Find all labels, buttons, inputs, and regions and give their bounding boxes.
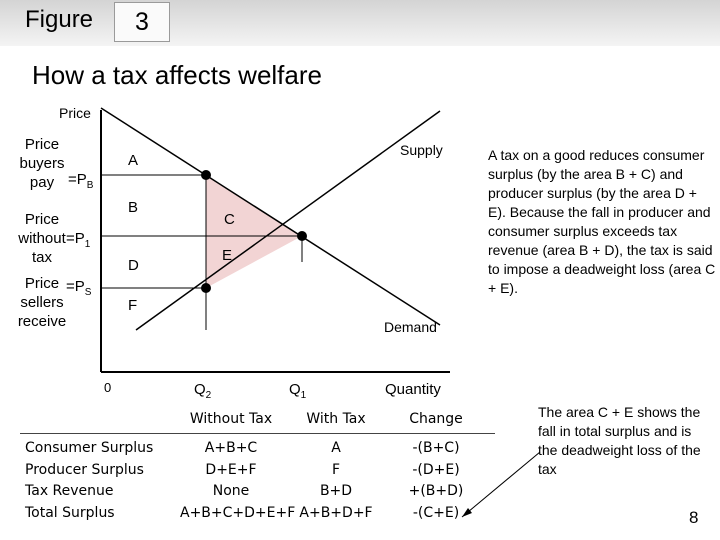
area-c-label: C — [224, 211, 235, 228]
area-f-label: F — [128, 297, 137, 314]
pb-label: =PB — [68, 171, 94, 191]
row-label: Consumer Surplus — [25, 440, 154, 456]
origin-label: 0 — [104, 380, 112, 395]
table-row: Tax Revenue None B+D +(B+D) — [25, 483, 500, 505]
cell-with: A — [331, 440, 341, 456]
cell-without: D+E+F — [205, 461, 257, 478]
cell-with: A+B+D+F — [299, 504, 373, 521]
price-sellers-receive-text: Price sellers receive — [17, 275, 67, 330]
col-header-without-tax: Without Tax — [189, 411, 273, 427]
buyers-point — [201, 170, 211, 180]
table-row: Producer Surplus D+E+F F -(D+E) — [25, 462, 500, 484]
cell-without: A+B+C — [204, 440, 258, 456]
col-header-change: Change — [409, 411, 463, 427]
cell-without: A+B+C+D+E+F — [180, 504, 296, 521]
area-a-label: A — [128, 152, 138, 169]
callout-text: The area C + E shows the fall in total s… — [538, 404, 701, 477]
cell-change: +(B+D) — [408, 483, 464, 500]
figure-number-box: 3 — [114, 2, 170, 42]
demand-label: Demand — [384, 319, 437, 335]
price-without-tax-text: Price without tax — [18, 211, 66, 266]
ps-label: =PS — [66, 278, 92, 298]
x-axis-label: Quantity — [385, 381, 441, 398]
q2-label: Q2 — [194, 381, 212, 401]
page-number: 8 — [689, 508, 699, 527]
figure-word: Figure — [25, 6, 94, 33]
cell-without: None — [212, 483, 250, 500]
p1-label: =P1 — [66, 230, 91, 250]
cell-change: -(B+C) — [412, 440, 460, 456]
area-e-label: E — [222, 247, 232, 264]
price-buyers-pay-text: Price buyers pay — [19, 136, 65, 191]
supply-curve — [135, 110, 441, 331]
area-b-label: B — [128, 199, 138, 216]
cell-change: -(D+E) — [412, 461, 460, 478]
page-title: How a tax affects welfare — [32, 60, 322, 90]
deadweight-loss-area — [206, 175, 302, 288]
cell-with: F — [331, 461, 341, 478]
row-label: Total Surplus — [25, 504, 115, 521]
equilibrium-point — [297, 231, 307, 241]
y-axis-label: Price — [59, 105, 91, 121]
summary-table: Consumer Surplus A+B+C A -(B+C) Producer… — [25, 440, 500, 526]
col-header-with-tax: With Tax — [306, 411, 366, 427]
cell-change: -(C+E) — [412, 504, 460, 521]
row-label: Producer Surplus — [25, 461, 144, 478]
demand-curve — [100, 107, 441, 326]
table-divider — [20, 433, 495, 434]
table-row: Consumer Surplus A+B+C A -(B+C) — [25, 440, 500, 462]
supply-label: Supply — [400, 142, 443, 158]
cell-with: B+D — [319, 483, 353, 500]
table-row: Total Surplus A+B+C+D+E+F A+B+D+F -(C+E) — [25, 505, 500, 527]
q1-label: Q1 — [289, 381, 307, 401]
row-label: Tax Revenue — [25, 483, 114, 500]
explanation-text: A tax on a good reduces consumer surplus… — [488, 147, 716, 296]
sellers-point — [201, 283, 211, 293]
area-d-label: D — [128, 257, 139, 274]
